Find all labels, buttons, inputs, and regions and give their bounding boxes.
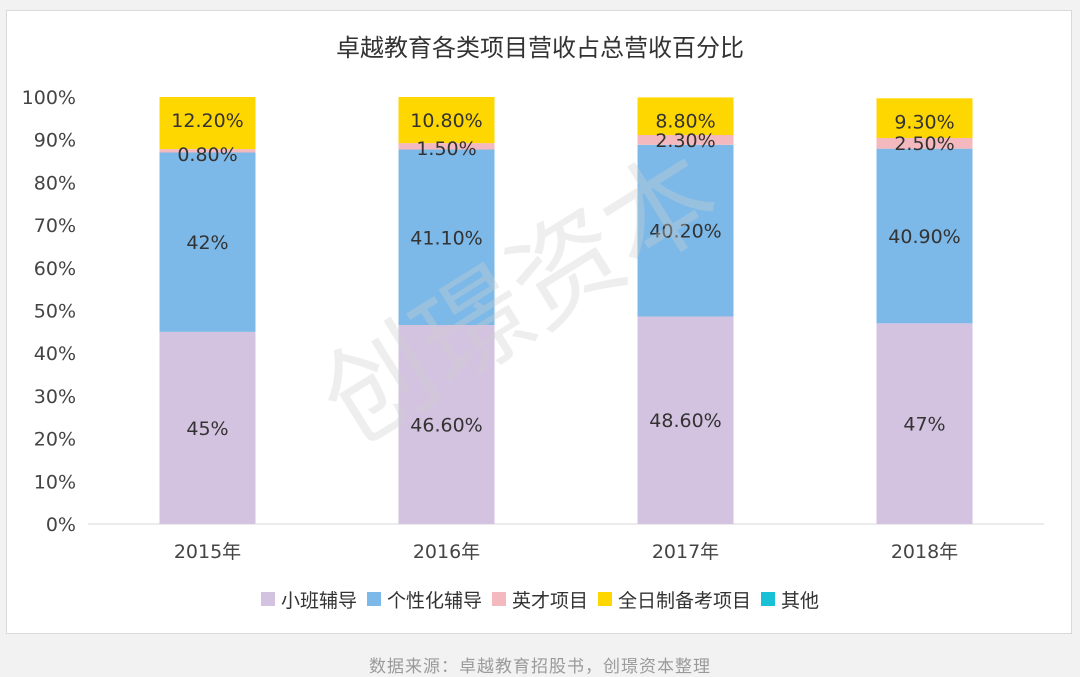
legend-swatch: [367, 592, 381, 606]
y-tick-label: 50%: [34, 301, 76, 323]
bar-segment: [876, 148, 973, 324]
data-label: 1.50%: [416, 138, 476, 160]
y-tick-label: 70%: [34, 215, 76, 237]
y-tick-label: 80%: [34, 172, 76, 194]
data-label: 40.20%: [649, 221, 721, 243]
data-label: 10.80%: [410, 110, 482, 132]
x-tick-label: 2016年: [413, 541, 480, 563]
bar-segment: [637, 97, 734, 136]
bar-segment: [159, 152, 256, 332]
data-label: 0.80%: [177, 144, 237, 166]
bar-segment: [159, 97, 256, 150]
y-tick-label: 20%: [34, 429, 76, 451]
bar-segment: [398, 149, 495, 326]
bar-labels: 45% 42% 0.80% 12.20% 46.60% 41.10% 1.50% 10.80%…: [171, 110, 960, 440]
data-label: 47%: [903, 414, 945, 436]
legend-label: 小班辅导: [281, 590, 357, 612]
bars: [159, 97, 973, 524]
legend-swatch: [598, 592, 612, 606]
bar-segment: [876, 323, 973, 524]
legend-swatch: [261, 592, 275, 606]
bar-segment: [159, 331, 256, 524]
legend-swatch: [492, 592, 506, 606]
bar-segment: [398, 97, 495, 144]
y-tick-label: 60%: [34, 258, 76, 280]
data-label: 46.60%: [410, 415, 482, 437]
bar-segment: [159, 149, 256, 153]
source-note: 数据来源：卓越教育招股书，创璟资本整理: [369, 657, 711, 677]
data-label: 45%: [186, 418, 228, 440]
bar-segment: [637, 144, 734, 317]
x-tick-label: 2017年: [652, 541, 719, 563]
data-label: 2.50%: [894, 133, 954, 155]
data-label: 9.30%: [894, 111, 954, 133]
y-tick-label: 100%: [22, 87, 76, 109]
data-label: 2.30%: [655, 130, 715, 152]
y-tick-label: 0%: [46, 514, 76, 536]
y-tick-label: 40%: [34, 343, 76, 365]
bar-segment: [637, 135, 734, 145]
y-tick-label: 90%: [34, 130, 76, 152]
legend-label: 英才项目: [512, 590, 588, 612]
legend-label: 其他: [781, 590, 819, 612]
x-tick-label: 2015年: [174, 541, 241, 563]
y-tick-label: 10%: [34, 471, 76, 493]
bar-segment: [398, 143, 495, 150]
y-tick-label: 30%: [34, 386, 76, 408]
bar-segment: [637, 316, 734, 524]
bar-segment: [876, 98, 973, 138]
data-label: 42%: [186, 232, 228, 254]
legend: 小班辅导 个性化辅导 英才项目 全日制备考项目 其他: [261, 590, 819, 612]
legend-swatch: [761, 592, 775, 606]
x-axis: 2015年 2016年 2017年 2018年: [174, 541, 958, 563]
data-label: 41.10%: [410, 227, 482, 249]
y-axis: 0% 10% 20% 30% 40% 50% 60% 70% 80% 90% 100%: [22, 87, 76, 536]
x-tick-label: 2018年: [891, 541, 958, 563]
bar-segment: [398, 325, 495, 524]
legend-label: 个性化辅导: [387, 590, 482, 612]
legend-label: 全日制备考项目: [618, 590, 751, 612]
data-label: 40.90%: [888, 226, 960, 248]
data-label: 8.80%: [655, 110, 715, 132]
chart-title: 卓越教育各类项目营收占总营收百分比: [336, 34, 744, 62]
data-label: 12.20%: [171, 110, 243, 132]
data-label: 48.60%: [649, 410, 721, 432]
bar-segment: [876, 137, 973, 149]
